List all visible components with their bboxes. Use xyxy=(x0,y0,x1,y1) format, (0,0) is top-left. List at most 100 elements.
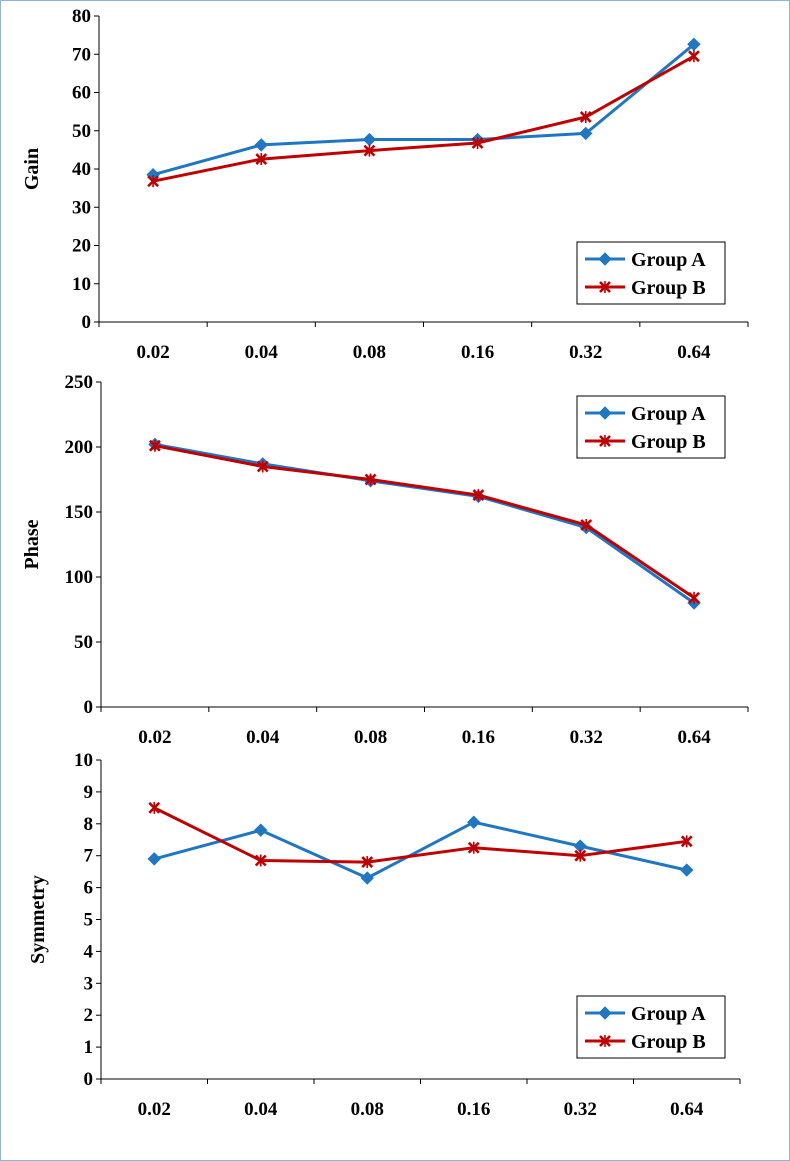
legend: Group A Group B xyxy=(576,241,726,305)
legend-box xyxy=(576,395,726,459)
data-point-group-a xyxy=(362,132,377,147)
y-tick-label: 80 xyxy=(72,6,91,27)
y-tick-label: 5 xyxy=(84,910,94,931)
y-tick-label: 7 xyxy=(84,846,94,867)
x-tick-label: 0.16 xyxy=(461,342,494,363)
y-tick-label: 30 xyxy=(72,197,91,218)
y-tick-label: 250 xyxy=(65,372,94,393)
x-tick-label: 0.32 xyxy=(570,727,603,748)
data-point-group-b xyxy=(363,144,376,157)
y-tick-label: 9 xyxy=(84,782,94,803)
series-line-group-a xyxy=(151,42,696,177)
series-line-group-b xyxy=(152,806,689,864)
x-tick-label: 0.16 xyxy=(457,1099,490,1120)
y-tick-label: 200 xyxy=(65,437,94,458)
legend-marker-group-b xyxy=(599,281,611,293)
y-axis-title: Gain xyxy=(21,148,43,190)
legend: Group A Group B xyxy=(576,395,726,459)
x-tick-label: 0.08 xyxy=(351,1099,384,1120)
data-point-group-b xyxy=(688,591,701,604)
data-point-group-a xyxy=(467,815,481,829)
data-point-group-a xyxy=(579,126,593,141)
y-tick-label: 50 xyxy=(74,632,93,653)
legend-label-group-a: Group A xyxy=(631,249,706,271)
legend-box xyxy=(576,995,726,1059)
x-tick-label: 0.04 xyxy=(244,1099,278,1120)
x-tick-label: 0.02 xyxy=(138,727,171,748)
chart-panel-symmetry: 0 1 2 3 4 5 6 7 8 9 10 0.02 0.04 0.08 0.16 0.32 0.64 Symm… xyxy=(27,750,741,1120)
data-point-group-b xyxy=(256,460,269,473)
y-axis-title: Phase xyxy=(21,519,43,569)
y-tick-label: 4 xyxy=(84,941,94,962)
series-line-group-a xyxy=(152,820,689,880)
legend-marker-group-b xyxy=(599,1035,611,1047)
x-tick-label: 0.32 xyxy=(564,1099,597,1120)
chart-panel-phase: 0 50 100 150 200 250 0.02 0.04 0.08 0.16 0.32 0.64 P… xyxy=(21,372,749,748)
y-tick-label: 0 xyxy=(84,1069,94,1090)
y-tick-label: 8 xyxy=(84,814,94,835)
legend: Group A Group B xyxy=(576,995,726,1059)
legend-marker-group-a xyxy=(598,1006,612,1020)
legend-marker-group-a xyxy=(598,252,612,266)
y-tick-label: 3 xyxy=(84,973,94,994)
legend-label-group-a: Group A xyxy=(631,403,706,425)
y-tick-label: 1 xyxy=(84,1037,94,1058)
legend-label-group-a: Group A xyxy=(631,1003,706,1025)
y-tick-label: 0 xyxy=(82,312,92,333)
y-tick-label: 6 xyxy=(84,878,94,899)
x-tick-label: 0.64 xyxy=(677,342,711,363)
y-tick-label: 0 xyxy=(84,697,94,718)
legend-label-group-b: Group B xyxy=(631,1031,706,1053)
x-tick-label: 0.04 xyxy=(245,342,279,363)
y-tick-label: 100 xyxy=(65,567,94,588)
y-axis-title: Symmetry xyxy=(27,875,49,964)
x-tick-label: 0.02 xyxy=(138,1099,171,1120)
data-point-group-b xyxy=(255,153,268,166)
data-point-group-b xyxy=(579,110,592,123)
series-line-group-a xyxy=(153,442,696,605)
data-point-group-a xyxy=(147,852,161,866)
y-tick-label: 150 xyxy=(65,502,94,523)
x-tick-label: 0.64 xyxy=(670,1099,704,1120)
data-point-group-a xyxy=(680,863,694,877)
chart-panel-gain: 0 10 20 30 40 50 60 70 80 0.02 0.04 0.08 0.16 0.32 0.6… xyxy=(21,6,749,363)
data-point-group-b xyxy=(574,849,587,862)
y-tick-label: 10 xyxy=(74,750,93,771)
y-tick-label: 20 xyxy=(72,236,91,257)
y-tick-label: 2 xyxy=(84,1005,94,1026)
data-point-group-a xyxy=(360,871,374,885)
x-tick-label: 0.08 xyxy=(354,727,387,748)
y-tick-label: 70 xyxy=(72,44,91,65)
legend-label-group-b: Group B xyxy=(631,277,706,299)
data-point-group-a xyxy=(254,823,268,837)
x-tick-label: 0.02 xyxy=(136,342,169,363)
data-point-group-b xyxy=(467,841,480,854)
data-point-group-b xyxy=(580,519,593,531)
x-tick-label: 0.08 xyxy=(353,342,386,363)
data-point-group-b xyxy=(687,50,700,63)
x-tick-label: 0.04 xyxy=(246,727,280,748)
y-tick-label: 40 xyxy=(72,159,91,180)
data-point-group-b xyxy=(471,136,484,149)
data-point-group-b xyxy=(680,835,693,848)
data-point-group-a xyxy=(254,138,268,152)
legend-marker-group-a xyxy=(598,406,612,420)
y-tick-label: 60 xyxy=(72,83,91,104)
data-point-group-b xyxy=(254,854,267,867)
data-point-group-b xyxy=(148,801,161,814)
series-line-group-b xyxy=(153,444,696,600)
y-tick-label: 10 xyxy=(72,274,91,295)
data-point-group-b xyxy=(147,175,160,188)
x-tick-label: 0.32 xyxy=(569,342,602,363)
data-point-group-b xyxy=(364,473,377,486)
data-point-group-b xyxy=(148,439,161,452)
y-tick-label: 50 xyxy=(72,121,91,142)
series-line-group-b xyxy=(151,54,696,183)
x-tick-label: 0.64 xyxy=(677,727,711,748)
data-point-group-b xyxy=(361,856,374,869)
data-point-group-b xyxy=(472,489,485,502)
legend-marker-group-b xyxy=(599,435,611,447)
x-tick-label: 0.16 xyxy=(462,727,495,748)
